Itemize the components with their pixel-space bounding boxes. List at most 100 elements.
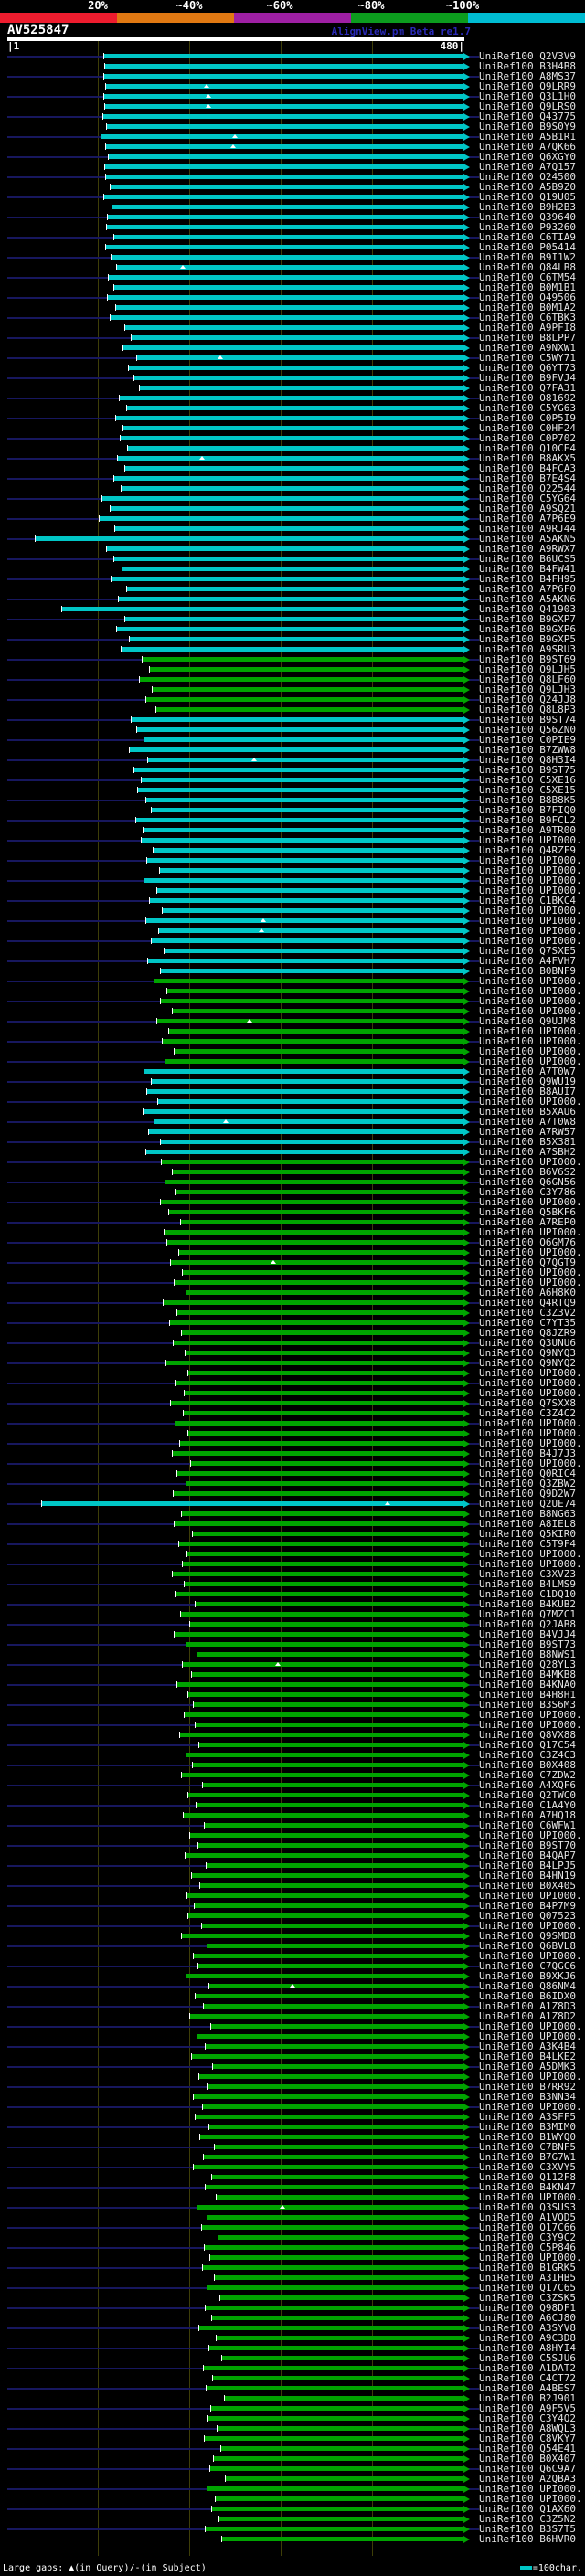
hit-label[interactable]: UniRef100_B9GXP5 <box>479 634 576 644</box>
hit-label[interactable]: UniRef100_O24500 <box>479 172 576 182</box>
hit-label[interactable]: UniRef100_Q7FA31 <box>479 383 576 393</box>
hit-label[interactable]: UniRef100_UPI000.. <box>479 855 583 865</box>
hit-label[interactable]: UniRef100_B0X405 <box>479 1881 576 1891</box>
alignment-bar[interactable] <box>112 557 463 561</box>
hit-label[interactable]: UniRef100_C1A4Y0 <box>479 1800 576 1810</box>
alignment-bar[interactable] <box>185 1642 463 1647</box>
hit-label[interactable]: UniRef100_A7QK66 <box>479 142 576 152</box>
hit-label[interactable]: UniRef100_Q2TWC0 <box>479 1790 576 1800</box>
alignment-bar[interactable] <box>195 1723 463 1727</box>
hit-label[interactable]: UniRef100_UPI000.. <box>479 926 583 936</box>
alignment-bar[interactable] <box>185 1481 463 1486</box>
hit-label[interactable]: UniRef100_Q3UNU6 <box>479 1338 576 1348</box>
hit-label[interactable]: UniRef100_C6TBK3 <box>479 313 576 323</box>
hit-label[interactable]: UniRef100_C7ZDW2 <box>479 1770 576 1780</box>
alignment-bar[interactable] <box>111 205 463 209</box>
hit-label[interactable]: UniRef100_B8AUI7 <box>479 1087 576 1097</box>
hit-label[interactable]: UniRef100_Q3ZBW2 <box>479 1479 576 1489</box>
hit-label[interactable]: UniRef100_B9FVJ4 <box>479 373 576 383</box>
hit-label[interactable]: UniRef100_B1WYQ0 <box>479 2132 576 2142</box>
hit-label[interactable]: UniRef100_Q3L1H0 <box>479 91 576 101</box>
alignment-bar[interactable] <box>129 637 463 641</box>
alignment-bar[interactable] <box>166 1240 463 1245</box>
alignment-bar[interactable] <box>189 2014 463 2019</box>
hit-label[interactable]: UniRef100_A9SQ21 <box>479 504 576 514</box>
alignment-bar[interactable] <box>147 959 463 963</box>
hit-label[interactable]: UniRef100_A9SRU3 <box>479 644 576 654</box>
alignment-bar[interactable] <box>126 406 463 410</box>
hit-label[interactable]: UniRef100_Q8H3I4 <box>479 755 576 765</box>
alignment-bar[interactable] <box>103 74 463 79</box>
hit-label[interactable]: UniRef100_A8HYI4 <box>479 2343 576 2353</box>
alignment-bar[interactable] <box>193 1702 463 1707</box>
alignment-bar[interactable] <box>121 647 463 652</box>
hit-label[interactable]: UniRef100_C5YG63 <box>479 403 576 413</box>
alignment-bar[interactable] <box>122 426 463 430</box>
hit-label[interactable]: UniRef100_UPI000.. <box>479 1097 583 1107</box>
hit-label[interactable]: UniRef100_C5XE15 <box>479 785 576 795</box>
alignment-bar[interactable] <box>131 335 463 340</box>
alignment-bar[interactable] <box>183 1582 463 1586</box>
alignment-bar[interactable] <box>215 2496 463 2501</box>
alignment-bar[interactable] <box>114 305 463 310</box>
hit-label[interactable]: UniRef100_C0P5I9 <box>479 413 576 423</box>
alignment-bar[interactable] <box>141 657 463 662</box>
alignment-bar[interactable] <box>193 2165 463 2169</box>
alignment-bar[interactable] <box>169 1320 463 1325</box>
alignment-bar[interactable] <box>177 1250 463 1255</box>
alignment-bar[interactable] <box>210 2316 463 2320</box>
hit-label[interactable]: UniRef100_Q9LJH5 <box>479 664 576 674</box>
alignment-bar[interactable] <box>162 1300 463 1305</box>
hit-label[interactable]: UniRef100_UPI000.. <box>479 1549 583 1559</box>
alignment-bar[interactable] <box>104 164 463 169</box>
alignment-bar[interactable] <box>217 2426 463 2431</box>
hit-label[interactable]: UniRef100_B7FIQ0 <box>479 805 576 815</box>
hit-label[interactable]: UniRef100_Q1AX60 <box>479 2504 576 2514</box>
alignment-bar[interactable] <box>133 768 463 772</box>
alignment-bar[interactable] <box>112 476 463 481</box>
alignment-bar[interactable] <box>110 255 463 260</box>
alignment-bar[interactable] <box>202 2366 463 2370</box>
alignment-bar[interactable] <box>224 2476 463 2481</box>
hit-label[interactable]: UniRef100_B9GXP7 <box>479 614 576 624</box>
hit-label[interactable]: UniRef100_C3Y786 <box>479 1187 576 1197</box>
hit-label[interactable]: UniRef100_UPI000.. <box>479 1388 583 1398</box>
alignment-bar[interactable] <box>133 376 463 380</box>
alignment-bar[interactable] <box>152 687 463 692</box>
hit-label[interactable]: UniRef100_A6H8K0 <box>479 1288 576 1298</box>
hit-label[interactable]: UniRef100_B3MIM0 <box>479 2122 576 2132</box>
hit-label[interactable]: UniRef100_B4H8H1 <box>479 1690 576 1700</box>
hit-label[interactable]: UniRef100_B9H2B3 <box>479 202 576 212</box>
alignment-bar[interactable] <box>205 2386 463 2390</box>
alignment-bar[interactable] <box>204 2044 463 2049</box>
hit-label[interactable]: UniRef100_UPI000.. <box>479 1921 583 1931</box>
alignment-bar[interactable] <box>113 526 463 531</box>
alignment-bar[interactable] <box>191 2054 463 2059</box>
hit-label[interactable]: UniRef100_B4P7M9 <box>479 1901 576 1911</box>
hit-label[interactable]: UniRef100_B4LPJ5 <box>479 1860 576 1871</box>
alignment-bar[interactable] <box>124 325 463 330</box>
alignment-bar[interactable] <box>207 1984 463 1988</box>
hit-label[interactable]: UniRef100_C7YT35 <box>479 1318 576 1328</box>
alignment-bar[interactable] <box>192 1763 463 1767</box>
alignment-bar[interactable] <box>105 245 463 249</box>
hit-label[interactable]: UniRef100_C5YG64 <box>479 493 576 504</box>
alignment-bar[interactable] <box>61 607 463 611</box>
alignment-bar[interactable] <box>105 144 463 149</box>
alignment-bar[interactable] <box>185 1290 463 1295</box>
alignment-bar[interactable] <box>198 2074 463 2079</box>
hit-label[interactable]: UniRef100_Q9LRR9 <box>479 81 576 91</box>
alignment-bar[interactable] <box>189 1833 463 1838</box>
alignment-bar[interactable] <box>117 597 463 601</box>
alignment-bar[interactable] <box>172 1170 463 1174</box>
alignment-bar[interactable] <box>223 2396 463 2401</box>
alignment-bar[interactable] <box>103 54 463 58</box>
hit-label[interactable]: UniRef100_C5WY71 <box>479 353 576 363</box>
hit-label[interactable]: UniRef100_B6V6S2 <box>479 1167 576 1177</box>
hit-label[interactable]: UniRef100_B1GRK5 <box>479 2263 576 2273</box>
alignment-bar[interactable] <box>99 516 463 521</box>
hit-label[interactable]: UniRef100_Q86NM4 <box>479 1981 576 1991</box>
alignment-bar[interactable] <box>198 1743 463 1747</box>
alignment-bar[interactable] <box>216 2195 463 2200</box>
alignment-bar[interactable] <box>197 2205 463 2210</box>
